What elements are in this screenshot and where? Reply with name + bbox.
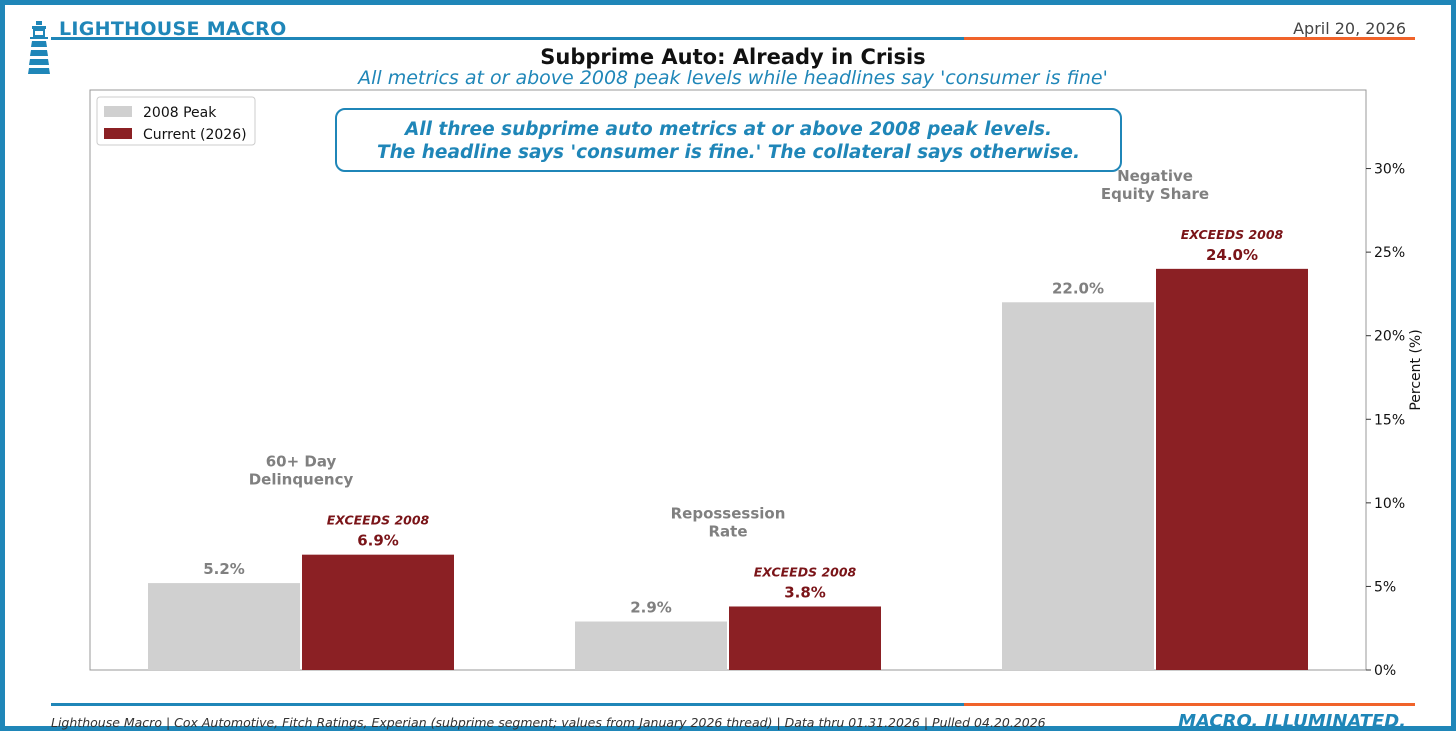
report-date: April 20, 2026 xyxy=(1293,19,1406,38)
tagline: MACRO, ILLUMINATED. xyxy=(1178,711,1406,732)
category-label: Equity Share xyxy=(1101,185,1209,203)
category-label: Delinquency xyxy=(249,471,354,489)
callout-text: All three subprime auto metrics at or ab… xyxy=(403,119,1052,140)
exceeds-tag: EXCEEDS 2008 xyxy=(327,513,430,528)
bar-current-2026 xyxy=(729,606,881,670)
bar-peak-2008 xyxy=(148,583,300,670)
data-label: 24.0% xyxy=(1206,246,1258,264)
exceeds-tag: EXCEEDS 2008 xyxy=(1181,227,1284,242)
category-label: Negative xyxy=(1117,167,1193,185)
y-tick-label: 25% xyxy=(1374,245,1405,261)
y-tick-label: 30% xyxy=(1374,162,1405,178)
bottom-rule-orange xyxy=(964,703,1415,706)
exceeds-tag: EXCEEDS 2008 xyxy=(754,564,857,579)
legend-label: 2008 Peak xyxy=(143,105,217,121)
callout-box xyxy=(335,108,1122,172)
data-label: 2.9% xyxy=(630,599,672,617)
y-tick-label: 10% xyxy=(1374,496,1405,512)
category-label: 60+ Day xyxy=(266,453,337,471)
top-rule-blue xyxy=(51,37,964,40)
bar-peak-2008 xyxy=(575,621,727,670)
y-axis-label: Percent (%) xyxy=(1408,329,1424,410)
top-rule-orange xyxy=(964,37,1415,40)
lighthouse-logo-icon xyxy=(28,21,50,74)
y-tick-label: 15% xyxy=(1374,412,1405,428)
plot-area xyxy=(89,89,1367,671)
legend-swatch xyxy=(104,106,132,117)
source-note: Lighthouse Macro | Cox Automotive, Fitch… xyxy=(51,715,1046,730)
category-label: Repossession xyxy=(671,504,786,522)
chart-canvas: 0% 5% 10% 15% 20% 25% 30% Percent (%) 5.2% 6.9% EX… xyxy=(89,89,1424,679)
bar-peak-2008 xyxy=(1002,302,1154,670)
data-label: 3.8% xyxy=(784,583,826,601)
category-label: Rate xyxy=(708,522,747,540)
callout-text: The headline says 'consumer is fine.' Th… xyxy=(377,142,1080,163)
bottom-rule-blue xyxy=(51,703,964,706)
legend-swatch xyxy=(104,128,132,139)
bar-current-2026 xyxy=(302,554,454,670)
y-tick-label: 0% xyxy=(1374,663,1396,679)
legend-box xyxy=(96,96,256,146)
chart-title: Subprime Auto: Already in Crisis xyxy=(540,45,926,69)
bar-current-2026 xyxy=(1156,268,1308,670)
y-tick-label: 20% xyxy=(1374,329,1405,345)
data-label: 22.0% xyxy=(1052,279,1104,297)
y-tick-label: 5% xyxy=(1374,579,1396,595)
brand-name: LIGHTHOUSE MACRO xyxy=(59,18,287,40)
legend-label: Current (2026) xyxy=(143,127,247,143)
data-label: 5.2% xyxy=(203,560,245,578)
chart-subtitle: All metrics at or above 2008 peak levels… xyxy=(358,67,1108,89)
data-label: 6.9% xyxy=(357,532,399,550)
